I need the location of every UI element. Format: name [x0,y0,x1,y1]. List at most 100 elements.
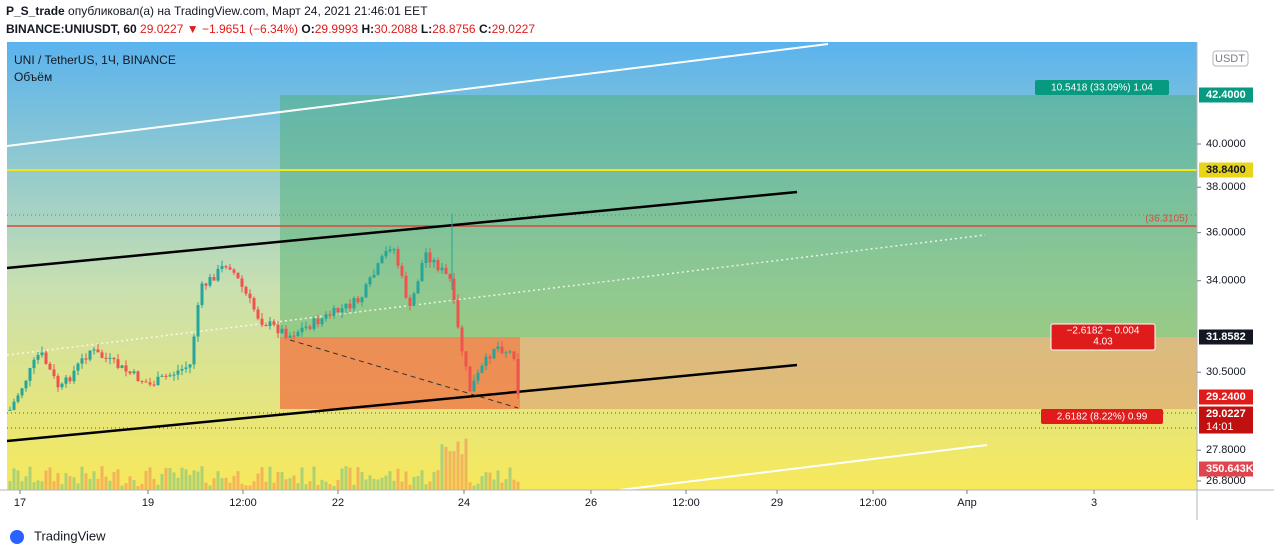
price-tag [1199,461,1253,477]
candle [12,401,16,410]
volume [372,478,376,490]
ohlc-value: 28.8756 [432,22,476,36]
currency-box[interactable] [1212,50,1249,67]
time-label: 29 [771,497,783,509]
candle [468,366,472,392]
volume [128,476,132,490]
candle [236,272,240,279]
candle [104,357,108,359]
candle [88,350,92,360]
candle [364,284,368,298]
candle [392,249,396,251]
volume [64,473,68,490]
candle [192,336,196,365]
candle [516,358,520,395]
volume [384,475,388,490]
price-tag [1199,389,1253,405]
candle [52,369,56,376]
candle [416,281,420,294]
volume [412,476,416,490]
candle [44,352,48,364]
price-label: 38.0000 [1206,181,1246,193]
candle [252,298,256,310]
volume [180,467,184,490]
label-box [1050,323,1156,351]
candle [248,293,252,299]
volume [28,466,32,490]
candle [72,370,76,382]
candle [96,349,100,353]
volume [364,479,368,490]
candle [48,363,52,370]
volume [468,482,472,490]
volume [232,475,236,490]
volume [120,485,124,490]
risk-label: 4.03 [1093,337,1113,348]
candle [40,352,44,356]
volume [300,467,304,490]
candle [196,305,200,337]
candle [276,324,280,334]
price-tag [1199,406,1253,434]
price-tag [1199,329,1253,345]
label-box [1041,409,1163,424]
volume [336,479,340,490]
ohlc-label: H: [361,22,375,36]
volume [416,476,420,490]
volume [164,467,168,490]
volume [244,485,248,490]
header-line: P_S_trade опубликовал(а) на TradingView.… [6,4,428,18]
candle [188,364,192,368]
candles [8,214,520,490]
candle [64,377,68,384]
price-tag-text: 42.4000 [1206,89,1246,101]
volume [448,451,452,490]
volume [508,467,512,490]
candle [228,267,232,270]
candle [100,352,104,358]
volume [288,478,292,490]
volume [328,484,332,490]
volume [380,477,384,490]
candle [472,380,476,392]
candle [464,351,468,367]
candle [8,409,12,411]
volume [32,482,36,490]
volume [304,484,308,490]
candle [60,383,64,388]
volume [48,467,52,490]
volume [72,477,76,490]
volume [148,467,152,490]
volume [24,476,28,490]
candle [368,277,372,285]
volume [36,480,40,490]
candle [344,303,348,309]
price-label: 36.0000 [1206,227,1246,239]
candle [456,300,460,328]
volume [432,472,436,490]
candle [244,286,248,294]
candle [124,365,128,372]
time-label: 22 [332,497,344,509]
volume [440,444,444,490]
price-label: 27.8000 [1206,444,1246,456]
volume [236,471,240,490]
volume [292,475,296,490]
time-label: 26 [585,497,597,509]
volume [320,479,324,490]
candle [408,297,412,307]
volume [44,470,48,490]
volume [492,479,496,490]
ohlc-label: O: [301,22,315,36]
candle [128,371,132,374]
volume [484,472,488,490]
price-label: 34.0000 [1206,275,1246,287]
candle [492,348,496,359]
candle [296,332,300,337]
candle [380,256,384,264]
volume [208,485,212,490]
volume [496,470,500,490]
volume [476,483,480,490]
volume [8,481,12,490]
